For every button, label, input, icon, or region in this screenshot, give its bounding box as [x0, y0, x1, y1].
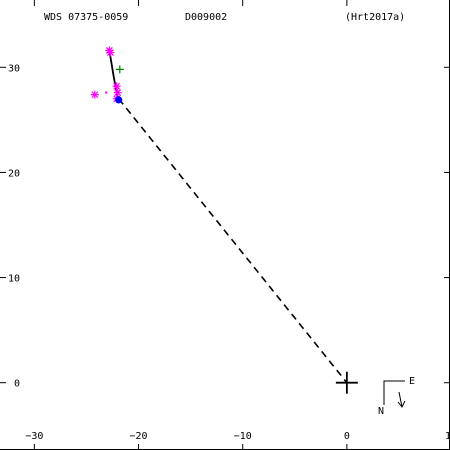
observation-plus-marker	[115, 65, 124, 74]
observation-star-marker	[113, 88, 122, 97]
observation-star-marker	[112, 82, 121, 91]
observation-dot-marker	[105, 91, 108, 94]
observation-star-marker	[105, 46, 114, 55]
compass-axes	[383, 380, 405, 405]
compass: N E	[378, 376, 415, 417]
observations	[90, 46, 124, 104]
y-tick-label: 30	[8, 63, 20, 74]
projection-line	[118, 98, 348, 384]
observation-circle-marker	[115, 96, 123, 104]
y-tick-label: 10	[8, 274, 20, 285]
y-tick-label: 20	[8, 168, 20, 179]
reference-label: (Hrt2017a)	[345, 12, 405, 23]
primary-star	[335, 371, 358, 394]
x-tick-label: 10	[445, 431, 450, 442]
y-tick-label: 0	[14, 379, 20, 390]
x-tick-label: −10	[234, 431, 252, 442]
x-tick-label: −20	[130, 431, 148, 442]
projection-dashed-line	[118, 98, 348, 384]
discoverer-label: D009002	[185, 12, 227, 23]
compass-east-label: E	[409, 376, 415, 387]
observation-star-marker	[106, 48, 115, 57]
primary-cross-marker	[335, 371, 358, 394]
wds-id-label: WDS 07375-0059	[44, 12, 128, 23]
observation-star-marker	[90, 90, 99, 99]
compass-motion-arrow	[397, 391, 406, 408]
compass-north-label: N	[378, 406, 384, 417]
x-tick-label: −30	[25, 431, 43, 442]
x-tick-label: 0	[344, 431, 350, 442]
